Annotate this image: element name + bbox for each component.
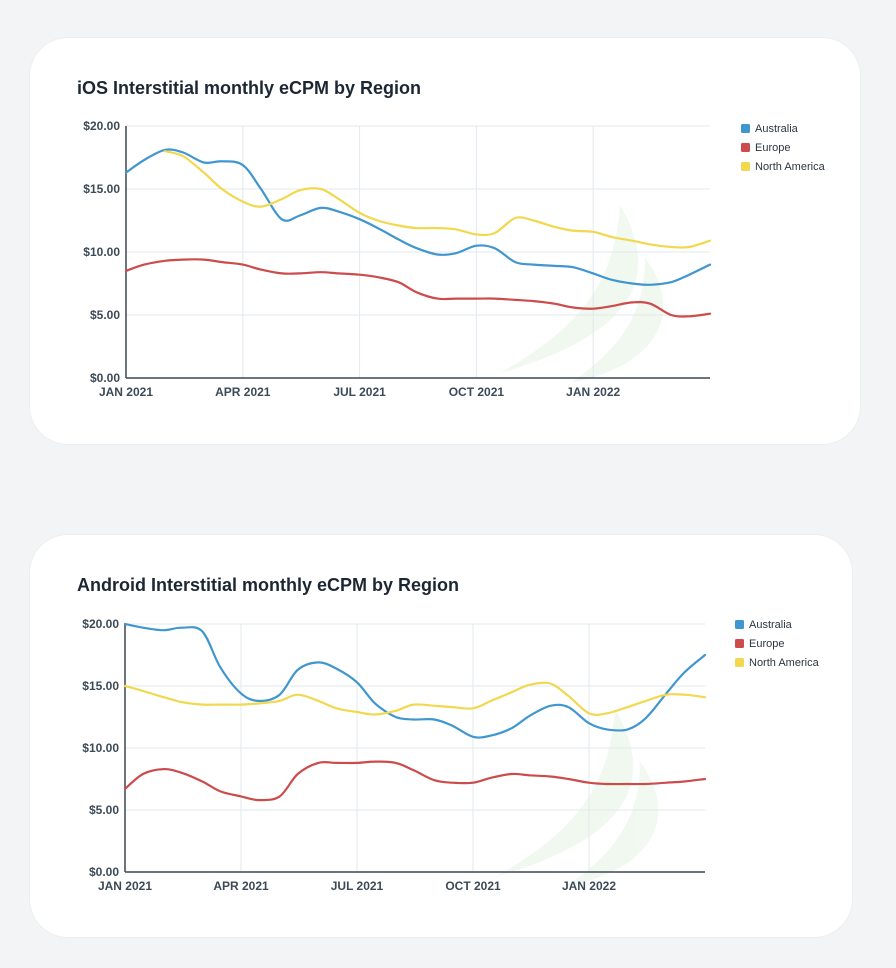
ios-y-tick-label: $20.00 (83, 119, 120, 133)
ios-x-tick-label: APR 2021 (215, 385, 271, 399)
ios-legend-swatch-australia (741, 124, 750, 133)
ios-chart: $0.00 $5.00 $10.00 $15.00 $20.00 JAN 2021 APR … (83, 119, 826, 399)
android-chart: $0.00 $5.00 $10.00 $15.00 $20.00 JAN 2021 APR … (82, 617, 820, 893)
android-y-tick-label: $15.00 (82, 679, 119, 693)
android-y-tick-label: $0.00 (89, 865, 119, 879)
android-legend-label-europe: Europe (749, 638, 784, 650)
android-series-line-europe (123, 760, 707, 802)
android-x-tick-label: JAN 2022 (562, 879, 616, 893)
android-y-tick-label: $5.00 (89, 803, 119, 817)
android-y-tick-label: $10.00 (82, 741, 119, 755)
ios-series-line-australia (124, 148, 712, 286)
android-legend-label-north-america: North America (749, 657, 820, 669)
ios-x-tick-label: OCT 2021 (449, 385, 505, 399)
ios-y-tick-label: $5.00 (90, 308, 120, 322)
android-legend-swatch-north-america (735, 658, 744, 667)
android-x-tick-label: JUL 2021 (331, 879, 384, 893)
android-watermark-leaf-icon (495, 709, 659, 887)
ios-series-line-europe (124, 258, 712, 318)
android-chart-title: Android Interstitial monthly eCPM by Reg… (77, 575, 460, 595)
android-legend-swatch-europe (735, 639, 744, 648)
android-series-line-australia (123, 622, 707, 739)
android-x-tick-label: JAN 2021 (98, 879, 152, 893)
android-legend: Australia Europe North America (735, 619, 820, 669)
ios-legend-label-north-america: North America (755, 161, 826, 173)
ios-legend-label-australia: Australia (755, 123, 799, 135)
ios-legend-swatch-north-america (741, 162, 750, 171)
ios-legend-label-europe: Europe (755, 142, 790, 154)
ios-chart-card: iOS Interstitial monthly eCPM by Region … (30, 38, 860, 444)
ios-x-tick-label: JAN 2021 (99, 385, 153, 399)
ios-x-tick-label: JUL 2021 (333, 385, 386, 399)
ios-y-tick-label: $0.00 (90, 371, 120, 385)
android-y-tick-label: $20.00 (82, 617, 119, 631)
ios-y-tick-label: $10.00 (83, 245, 120, 259)
android-x-tick-label: OCT 2021 (445, 879, 501, 893)
ios-watermark-leaf-icon (500, 205, 664, 383)
android-x-tick-label: APR 2021 (213, 879, 269, 893)
ios-legend: Australia Europe North America (741, 123, 826, 173)
android-legend-label-australia: Australia (749, 619, 793, 631)
android-legend-swatch-australia (735, 620, 744, 629)
ios-series-line-north-america (163, 150, 712, 249)
android-chart-card: Android Interstitial monthly eCPM by Reg… (30, 535, 852, 937)
android-series-line-north-america (123, 681, 707, 716)
ios-legend-swatch-europe (741, 143, 750, 152)
ios-x-tick-label: JAN 2022 (566, 385, 620, 399)
ios-y-tick-label: $15.00 (83, 182, 120, 196)
ios-chart-title: iOS Interstitial monthly eCPM by Region (77, 78, 422, 98)
